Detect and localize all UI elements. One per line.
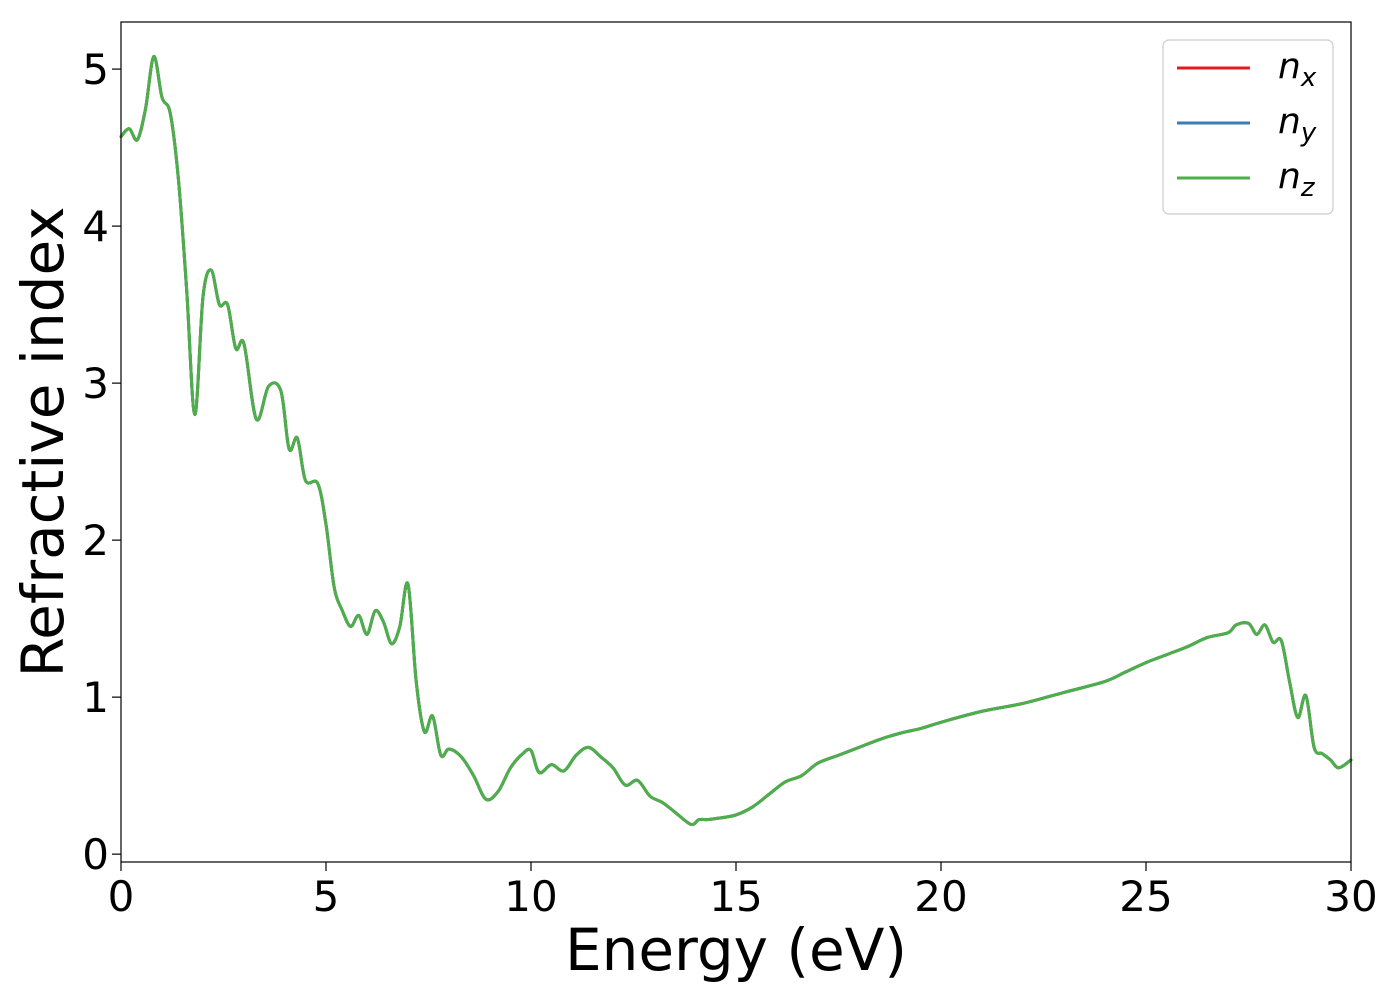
- y-tick-label: 2: [82, 516, 109, 565]
- legend-box: [1162, 39, 1334, 215]
- x-tick-label: 0: [108, 872, 135, 921]
- y-axis-ticks: 0 1 2 3 4 5: [82, 45, 121, 879]
- y-tick-label: 5: [82, 45, 109, 94]
- y-tick-label: 3: [82, 359, 109, 408]
- series-layer: [119, 55, 1353, 827]
- x-tick-label: 30: [1324, 872, 1377, 921]
- x-tick-label: 5: [313, 872, 340, 921]
- x-tick-label: 10: [504, 872, 557, 921]
- plot-area: [121, 22, 1351, 862]
- x-tick-label: 25: [1119, 872, 1172, 921]
- y-tick-label: 4: [82, 202, 109, 251]
- y-tick-label: 0: [82, 830, 109, 879]
- series-line-nz: [119, 55, 1353, 827]
- x-axis-ticks: 0 5 10 15 20 25 30: [108, 862, 1378, 921]
- x-tick-label: 20: [914, 872, 967, 921]
- x-axis-title: Energy (eV): [565, 916, 907, 984]
- y-axis-title: Refractive index: [9, 206, 77, 677]
- legend-subscript: z: [1300, 173, 1316, 203]
- y-tick-label: 1: [82, 673, 109, 722]
- legend-subscript: x: [1300, 63, 1317, 93]
- legend-subscript: y: [1300, 118, 1317, 148]
- x-tick-label: 15: [709, 872, 762, 921]
